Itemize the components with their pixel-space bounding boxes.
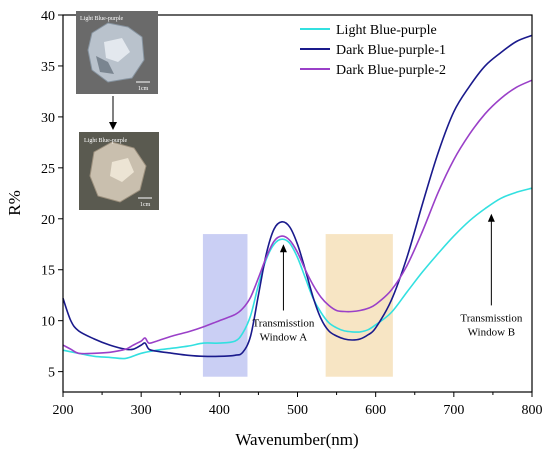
y-axis-ticks: 5 10 15 20 25 30 35 40: [41, 9, 63, 381]
photo-arrow-head: [109, 122, 117, 130]
x-tick-label: 200: [53, 403, 74, 418]
legend-label-1: Light Blue-purple: [336, 23, 437, 38]
annotation-text-1: Window A: [260, 331, 308, 343]
y-tick-label: 15: [41, 264, 55, 279]
x-tick-label: 700: [443, 403, 464, 418]
photo-label: Light Blue-purple: [84, 138, 127, 144]
x-tick-label: 800: [522, 403, 543, 418]
highlight-region-1: [202, 234, 248, 377]
annotation-arrowhead-1: [279, 244, 287, 253]
highlight-region-2: [325, 234, 393, 377]
annotation-text-1: Transmisstion: [252, 317, 314, 329]
y-tick-label: 25: [41, 162, 55, 177]
gem-facet: [110, 158, 134, 182]
annotation-text-2: Window B: [468, 326, 516, 338]
x-tick-label: 300: [131, 403, 152, 418]
inset-photo-2: Light Blue-purple 1cm: [79, 132, 159, 210]
series-line-2: [62, 34, 533, 358]
gem-facet: [104, 38, 130, 62]
annotation-text-2: Transmisstion: [460, 312, 522, 324]
x-axis-title: Wavenumber(nm): [235, 430, 358, 449]
y-tick-label: 5: [48, 366, 55, 381]
y-tick-label: 35: [41, 60, 55, 75]
y-tick-label: 30: [41, 111, 55, 126]
gem-shadow: [96, 56, 114, 74]
x-axis-ticks: 200 300 400 500 600 700 800: [53, 392, 543, 418]
x-tick-label: 500: [287, 403, 308, 418]
y-tick-label: 40: [41, 9, 55, 24]
series-line-1: [62, 187, 533, 360]
photo-label: Light Blue-purple: [80, 16, 123, 22]
series-line-3: [62, 79, 533, 355]
legend-label-2: Dark Blue-purple-1: [336, 43, 446, 58]
annotations: Transmisstion Window A Transmisstion Window…: [252, 213, 523, 343]
scale-label: 1cm: [140, 202, 151, 208]
legend-label-3: Dark Blue-purple-2: [336, 63, 446, 78]
inset-photo-1: Light Blue-purple 1cm: [76, 11, 158, 94]
legend: Light Blue-purple Dark Blue-purple-1 Dark …: [300, 23, 446, 78]
y-tick-label: 10: [41, 315, 55, 330]
annotation-arrowhead-2: [487, 213, 495, 222]
x-tick-label: 400: [209, 403, 230, 418]
highlight-regions: [202, 234, 393, 377]
y-tick-label: 20: [41, 213, 55, 228]
scale-label: 1cm: [138, 86, 149, 92]
x-tick-label: 600: [365, 403, 386, 418]
y-axis-title: R%: [5, 190, 24, 216]
series-lines: [62, 34, 533, 360]
